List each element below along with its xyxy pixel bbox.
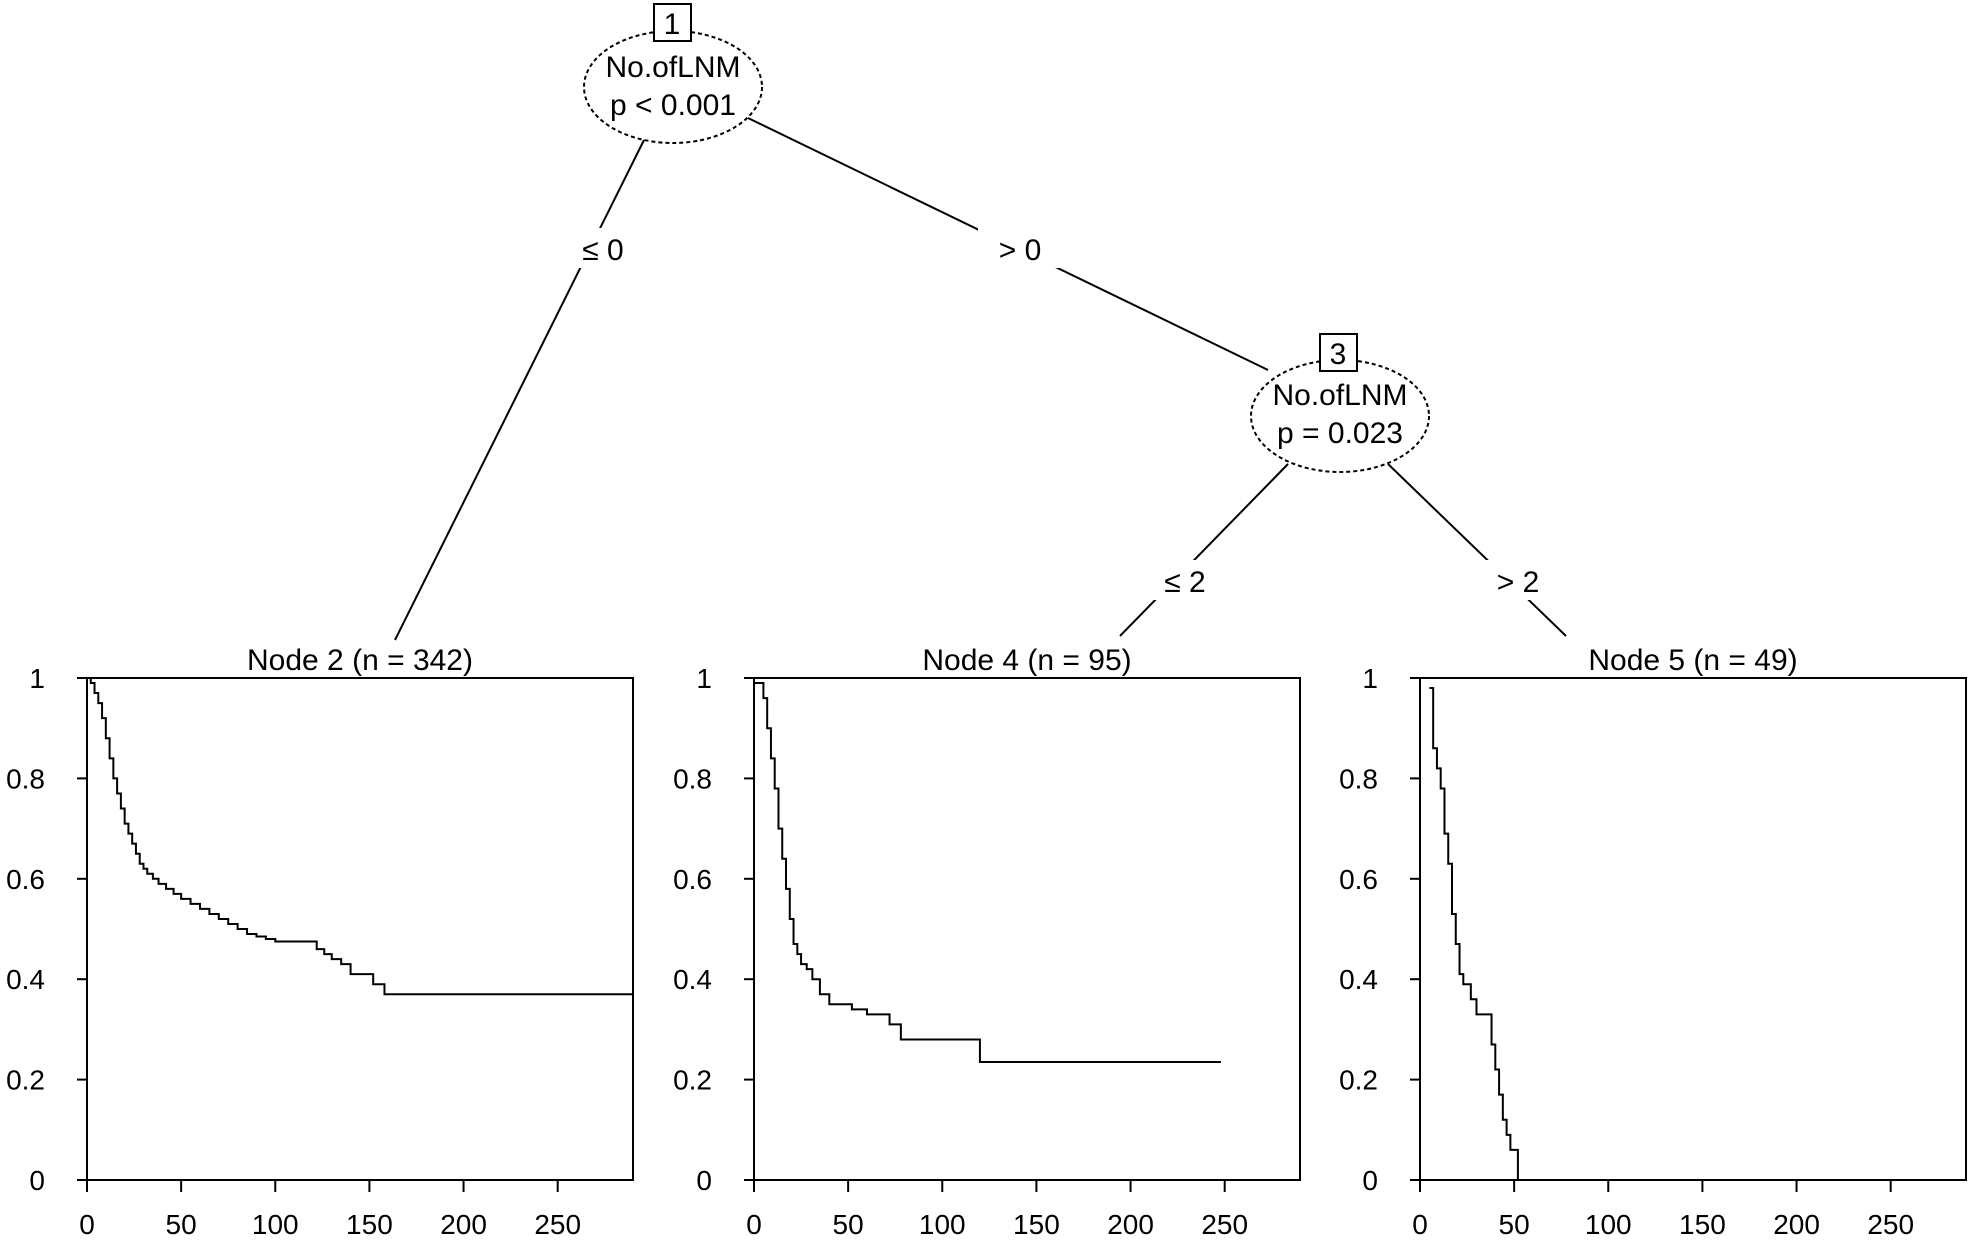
- node-id-box: [653, 3, 692, 42]
- x-tick-label: 50: [833, 1209, 864, 1240]
- edge-label-gt-2: > 2: [1497, 566, 1540, 599]
- edge-1-to-2: [394, 137, 646, 641]
- x-tick-label: 0: [1412, 1209, 1428, 1240]
- x-tick-label: 0: [79, 1209, 95, 1240]
- y-tick-label: 0.6: [6, 864, 45, 895]
- x-tick-label: 100: [919, 1209, 966, 1240]
- node-ellipse: [1250, 359, 1430, 473]
- x-tick-label: 150: [346, 1209, 393, 1240]
- x-tick-label: 200: [440, 1209, 487, 1240]
- x-tick-label: 250: [1867, 1209, 1914, 1240]
- y-tick-label: 0.8: [6, 763, 45, 794]
- tree-node-1: 1 No.ofLNM p < 0.001: [583, 3, 763, 144]
- panel-title: Node 5 (n = 49): [1588, 644, 1797, 677]
- km-panel-node-5: Node 5 (n = 49) 0 0.2 0.4 0.6 0.8 1 0 50 100 150 20…: [1339, 644, 1967, 1240]
- edge-label-gt-0: > 0: [999, 234, 1042, 267]
- x-tick-label: 100: [252, 1209, 299, 1240]
- edge-label-3-5: > 2: [1482, 560, 1554, 600]
- km-panel-node-2: Node 2 (n = 342) 0 0.2 0.4 0.6 0.8 1 0 50 100 150 2…: [6, 644, 634, 1240]
- y-tick-label: 0.6: [673, 864, 712, 895]
- y-tick-label: 0.4: [673, 964, 712, 995]
- node-ellipse: [583, 30, 763, 144]
- y-tick-label: 0.6: [1339, 864, 1378, 895]
- y-tick-label: 1: [1362, 663, 1378, 694]
- edge-label-le-2: ≤ 2: [1164, 566, 1205, 599]
- survival-curve: [1429, 687, 1519, 1180]
- y-tick-label: 0.4: [1339, 964, 1378, 995]
- y-tick-label: 0: [696, 1165, 712, 1196]
- y-tick-label: 1: [29, 663, 45, 694]
- node-p-value: p = 0.023: [1277, 417, 1403, 450]
- panel-title: Node 2 (n = 342): [247, 644, 473, 677]
- x-tick-label: 150: [1013, 1209, 1060, 1240]
- x-tick-label: 250: [534, 1209, 581, 1240]
- node-variable: No.ofLNM: [1272, 379, 1407, 412]
- edge-label-1-2: ≤ 0: [570, 228, 636, 268]
- plot-frame: [86, 677, 634, 1181]
- x-tick-label: 50: [166, 1209, 197, 1240]
- x-tick-label: 50: [1499, 1209, 1530, 1240]
- x-tick-label: 100: [1585, 1209, 1632, 1240]
- y-tick-label: 0.4: [6, 964, 45, 995]
- y-tick-label: 1: [696, 663, 712, 694]
- edge-3-to-4: [1119, 463, 1289, 637]
- km-panel-node-4: Node 4 (n = 95) 0 0.2 0.4 0.6 0.8 1 0 50 100 150 20…: [673, 644, 1301, 1240]
- x-tick-label: 200: [1773, 1209, 1820, 1240]
- node-id: 3: [1330, 338, 1347, 371]
- survival-curve: [87, 677, 633, 996]
- survival-curve: [754, 682, 1221, 1064]
- y-tick-label: 0: [29, 1165, 45, 1196]
- y-tick-label: 0.8: [673, 763, 712, 794]
- edge-label-le-0: ≤ 0: [582, 234, 623, 267]
- edge-label-1-3: > 0: [978, 228, 1062, 268]
- node-p-value: p < 0.001: [610, 89, 736, 122]
- edge-3-to-5: [1387, 463, 1567, 637]
- node-id: 1: [664, 8, 681, 41]
- x-tick-label: 200: [1107, 1209, 1154, 1240]
- y-tick-label: 0.2: [6, 1065, 45, 1096]
- y-tick-label: 0: [1362, 1165, 1378, 1196]
- plot-frame: [753, 677, 1301, 1181]
- y-tick-label: 0.2: [673, 1065, 712, 1096]
- edge-label-3-4: ≤ 2: [1148, 560, 1220, 600]
- panel-title: Node 4 (n = 95): [922, 644, 1131, 677]
- node-variable: No.ofLNM: [605, 51, 740, 84]
- x-tick-label: 0: [746, 1209, 762, 1240]
- tree-node-3: 3 No.ofLNM p = 0.023: [1250, 333, 1430, 473]
- y-tick-label: 0.2: [1339, 1065, 1378, 1096]
- x-tick-label: 150: [1679, 1209, 1726, 1240]
- node-id-box: [1319, 333, 1358, 372]
- x-tick-label: 250: [1201, 1209, 1248, 1240]
- y-tick-label: 0.8: [1339, 763, 1378, 794]
- tree-edges: [394, 117, 1567, 641]
